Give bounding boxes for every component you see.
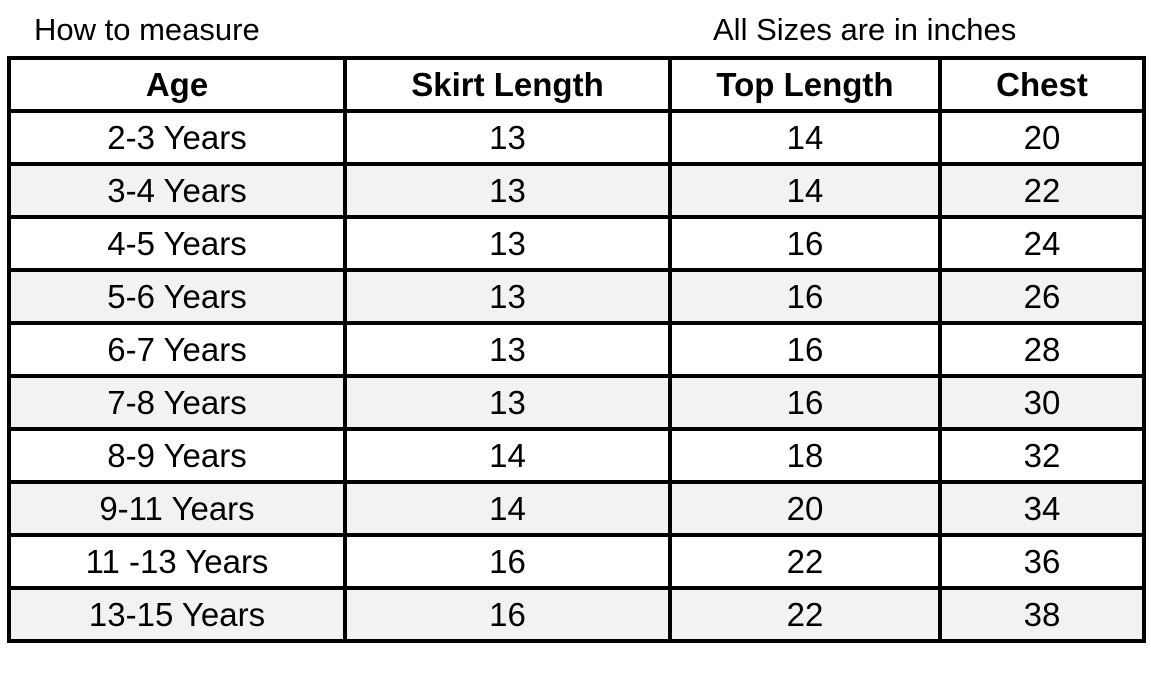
size-chart-table: Age Skirt Length Top Length Chest 2-3 Ye…	[7, 56, 1146, 643]
table-row: 9-11 Years 14 20 34	[7, 480, 1146, 537]
table-row: 5-6 Years 13 16 26	[7, 268, 1146, 325]
cell-skirt-length: 13	[343, 321, 672, 378]
cell-age: 8-9 Years	[7, 427, 347, 484]
cell-age: 5-6 Years	[7, 268, 347, 325]
cell-skirt-length: 14	[343, 480, 672, 537]
cell-top-length: 22	[668, 586, 942, 643]
cell-top-length: 22	[668, 533, 942, 590]
cell-skirt-length: 14	[343, 427, 672, 484]
cell-chest: 36	[938, 533, 1146, 590]
cell-chest: 22	[938, 162, 1146, 219]
header-chest: Chest	[938, 56, 1146, 113]
cell-chest: 30	[938, 374, 1146, 431]
cell-age: 11 -13 Years	[7, 533, 347, 590]
cell-age: 3-4 Years	[7, 162, 347, 219]
cell-chest: 20	[938, 109, 1146, 166]
header-skirt-length: Skirt Length	[343, 56, 672, 113]
cell-age: 4-5 Years	[7, 215, 347, 272]
table-row: 6-7 Years 13 16 28	[7, 321, 1146, 378]
table-row: 8-9 Years 14 18 32	[7, 427, 1146, 484]
cell-skirt-length: 16	[343, 533, 672, 590]
cell-skirt-length: 13	[343, 215, 672, 272]
cell-chest: 38	[938, 586, 1146, 643]
cell-chest: 34	[938, 480, 1146, 537]
cell-top-length: 14	[668, 162, 942, 219]
cell-age: 9-11 Years	[7, 480, 347, 537]
cell-skirt-length: 16	[343, 586, 672, 643]
cell-age: 2-3 Years	[7, 109, 347, 166]
cell-age: 7-8 Years	[7, 374, 347, 431]
cell-top-length: 14	[668, 109, 942, 166]
cell-top-length: 20	[668, 480, 942, 537]
cell-top-length: 16	[668, 268, 942, 325]
cell-chest: 32	[938, 427, 1146, 484]
cell-skirt-length: 13	[343, 374, 672, 431]
cell-age: 13-15 Years	[7, 586, 347, 643]
cell-chest: 26	[938, 268, 1146, 325]
cell-top-length: 18	[668, 427, 942, 484]
table-row: 13-15 Years 16 22 38	[7, 586, 1146, 643]
table-row: 11 -13 Years 16 22 36	[7, 533, 1146, 590]
cell-chest: 24	[938, 215, 1146, 272]
table-row: 3-4 Years 13 14 22	[7, 162, 1146, 219]
header-row: Age Skirt Length Top Length Chest	[7, 56, 1146, 113]
cell-skirt-length: 13	[343, 109, 672, 166]
cell-age: 6-7 Years	[7, 321, 347, 378]
header-top-length: Top Length	[668, 56, 942, 113]
table-row: 7-8 Years 13 16 30	[7, 374, 1146, 431]
units-caption: All Sizes are in inches	[713, 12, 1017, 47]
how-to-measure-caption: How to measure	[34, 12, 260, 47]
cell-skirt-length: 13	[343, 162, 672, 219]
cell-chest: 28	[938, 321, 1146, 378]
table-row: 4-5 Years 13 16 24	[7, 215, 1146, 272]
cell-top-length: 16	[668, 374, 942, 431]
cell-top-length: 16	[668, 215, 942, 272]
cell-top-length: 16	[668, 321, 942, 378]
header-age: Age	[7, 56, 347, 113]
cell-skirt-length: 13	[343, 268, 672, 325]
table-row: 2-3 Years 13 14 20	[7, 109, 1146, 166]
